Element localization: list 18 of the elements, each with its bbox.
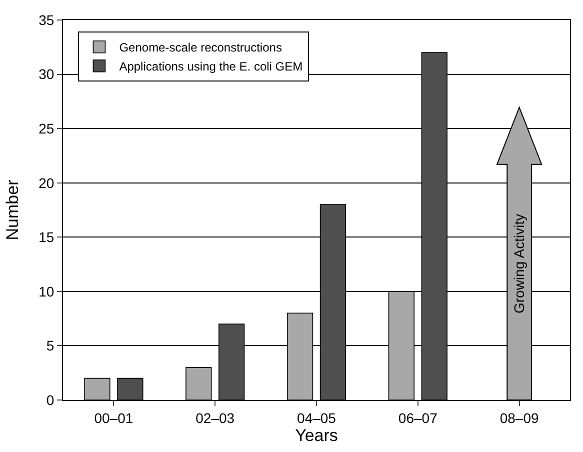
y-tick-label: 5 (46, 338, 54, 354)
x-tick-label: 00–01 (94, 410, 134, 426)
x-axis-title: Years (295, 426, 338, 445)
y-tick-label: 15 (38, 229, 54, 246)
x-tick-label: 04–05 (297, 410, 336, 426)
x-tick-label: 08–09 (500, 410, 539, 426)
x-tick-label: 06–07 (398, 410, 438, 426)
y-axis-title: Number (3, 179, 22, 240)
legend-label: Genome-scale reconstructions (119, 40, 282, 55)
legend-label: Applications using the E. coli GEM (119, 60, 303, 74)
x-tick-label: 02–03 (196, 410, 235, 426)
y-tick-label: 25 (38, 120, 54, 136)
y-tick-label: 20 (38, 174, 54, 191)
annotation: Growing Activity (511, 214, 528, 314)
y-tick-label: 30 (38, 66, 54, 82)
y-tick-label: 10 (38, 283, 54, 300)
y-tick-label: 0 (46, 392, 54, 408)
y-tick-label: 35 (38, 12, 54, 28)
